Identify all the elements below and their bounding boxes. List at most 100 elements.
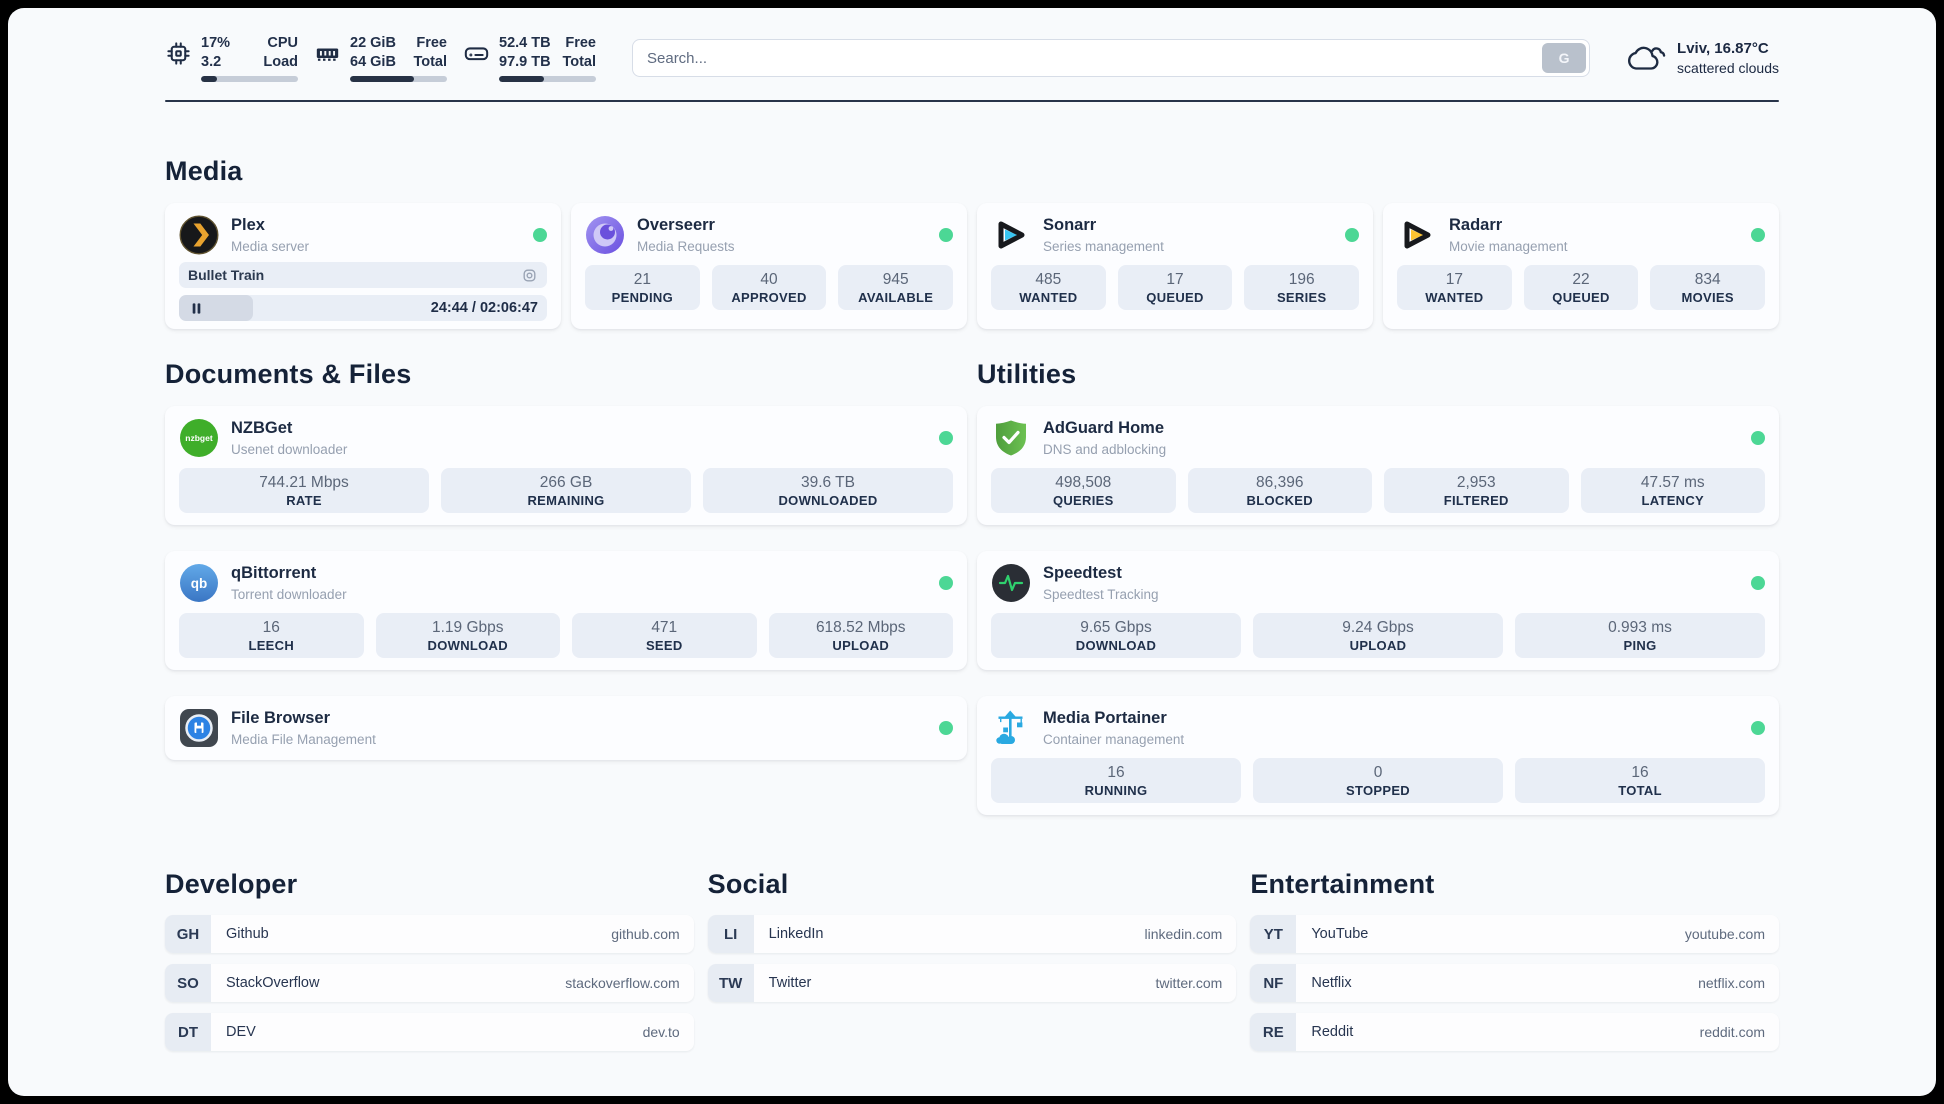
section-social: Social LI LinkedIn linkedin.com TW Twitt… [707, 869, 1237, 1062]
bookmark-linkedin[interactable]: LI LinkedIn linkedin.com [707, 915, 1237, 953]
bookmark-dev[interactable]: DT DEV dev.to [165, 1013, 694, 1051]
section-media: Media Plex Media server Bullet Train [165, 156, 1779, 329]
bookmark-name: LinkedIn [768, 926, 824, 942]
bookmark-url: github.com [611, 926, 680, 942]
now-playing-row: Bullet Train [179, 262, 547, 288]
bookmark-name: DEV [226, 1024, 256, 1040]
bookmark-url: dev.to [642, 1024, 680, 1040]
bookmark-netflix[interactable]: NF Netflix netflix.com [1250, 964, 1780, 1002]
top-bar: 17% 3.2 CPU Load [165, 34, 1779, 82]
app-desc: Media File Management [231, 731, 376, 747]
status-dot [1751, 228, 1765, 242]
bookmark-abbr: NF [1250, 964, 1297, 1002]
bookmark-reddit[interactable]: RE Reddit reddit.com [1250, 1013, 1780, 1051]
playback-progress-bar: 24:44 / 02:06:47 [179, 295, 547, 321]
stat-filtered: 2,953 FILTERED [1384, 468, 1569, 513]
disk-icon [463, 34, 490, 67]
weather-widget: Lviv, 16.87°C scattered clouds [1626, 39, 1779, 77]
bookmark-github[interactable]: GH Github github.com [165, 915, 694, 953]
stat-download: 1.19 Gbps DOWNLOAD [375, 613, 560, 658]
overseerr-icon [585, 215, 625, 255]
nzbget-icon: nzbget [179, 418, 219, 458]
search-input[interactable] [632, 39, 1591, 77]
svg-text:nzbget: nzbget [185, 433, 213, 443]
app-card-speedtest[interactable]: Speedtest Speedtest Tracking 9.65 Gbps D… [977, 551, 1779, 670]
app-desc: Media Requests [637, 238, 735, 254]
status-dot [939, 431, 953, 445]
search-engine-button[interactable]: G [1542, 43, 1587, 73]
app-desc: DNS and adblocking [1043, 441, 1167, 457]
portainer-icon [991, 708, 1031, 748]
section-developer: Developer GH Github github.com SO StackO… [165, 869, 694, 1062]
speedtest-icon [991, 563, 1031, 603]
app-card-plex[interactable]: Plex Media server Bullet Train [165, 203, 561, 329]
filebrowser-icon [179, 708, 219, 748]
bookmark-name: Netflix [1311, 975, 1352, 991]
app-desc: Usenet downloader [231, 441, 348, 457]
cpu-usage-bar [201, 75, 298, 82]
dashboard-page: 17% 3.2 CPU Load [8, 8, 1936, 1096]
stat-approved: 40 APPROVED [711, 265, 827, 310]
pause-icon[interactable] [188, 300, 205, 317]
app-name: Radarr [1449, 216, 1503, 235]
stat-ping: 0.993 ms PING [1515, 613, 1765, 658]
status-dot [1751, 431, 1765, 445]
app-card-qbittorrent[interactable]: qb qBittorrent Torrent downloader 16 LEE… [165, 551, 967, 670]
cpu-widget: 17% 3.2 CPU Load [165, 34, 298, 82]
playback-time: 24:44 / 02:06:47 [430, 300, 538, 316]
media-section-title: Media [165, 156, 243, 186]
app-desc: Media server [231, 238, 310, 254]
app-name: NZBGet [231, 419, 293, 438]
disk-labels: Free Total [562, 35, 596, 70]
status-dot [1751, 576, 1765, 590]
system-metrics: 17% 3.2 CPU Load [165, 34, 596, 82]
session-camera-icon[interactable] [521, 267, 538, 284]
bookmark-youtube[interactable]: YT YouTube youtube.com [1250, 915, 1780, 953]
disk-widget: 52.4 TB 97.9 TB Free Total [463, 34, 596, 82]
bookmark-name: Reddit [1311, 1024, 1354, 1040]
now-playing-title: Bullet Train [188, 267, 265, 283]
stat-downloaded: 39.6 TB DOWNLOADED [703, 468, 953, 513]
cloud-icon [1626, 42, 1666, 75]
app-card-portainer[interactable]: Media Portainer Container management 16 … [977, 696, 1779, 815]
ram-icon [314, 34, 341, 67]
app-desc: Speedtest Tracking [1043, 586, 1159, 602]
disk-values: 52.4 TB 97.9 TB [499, 35, 551, 70]
app-card-nzbget[interactable]: nzbget NZBGet Usenet downloader 744.21 M… [165, 406, 967, 525]
app-card-sonarr[interactable]: Sonarr Series management 485 WANTED 17 Q… [977, 203, 1373, 329]
bookmark-url: youtube.com [1684, 926, 1766, 942]
bookmark-stackoverflow[interactable]: SO StackOverflow stackoverflow.com [165, 964, 694, 1002]
developer-section-title: Developer [165, 869, 298, 899]
bookmark-name: YouTube [1311, 926, 1369, 942]
app-desc: Series management [1043, 238, 1164, 254]
stat-blocked: 86,396 BLOCKED [1187, 468, 1372, 513]
status-dot [1751, 721, 1765, 735]
weather-location-temp: Lviv, 16.87°C [1677, 40, 1769, 58]
bookmark-name: Github [226, 926, 269, 942]
app-card-radarr[interactable]: Radarr Movie management 17 WANTED 22 QUE… [1383, 203, 1779, 329]
bookmark-abbr: YT [1250, 915, 1297, 953]
memory-usage-bar [350, 75, 447, 82]
app-desc: Container management [1043, 731, 1185, 747]
stat-latency: 47.57 ms LATENCY [1580, 468, 1765, 513]
plex-icon [179, 215, 219, 255]
status-dot [533, 228, 547, 242]
bookmark-url: twitter.com [1155, 975, 1223, 991]
bookmark-abbr: GH [165, 915, 211, 953]
weather-condition: scattered clouds [1677, 59, 1779, 76]
bookmark-twitter[interactable]: TW Twitter twitter.com [707, 964, 1237, 1002]
stat-upload: 9.24 Gbps UPLOAD [1253, 613, 1503, 658]
stat-wanted: 485 WANTED [991, 265, 1106, 310]
svg-text:qb: qb [191, 576, 208, 591]
stat-series: 196 SERIES [1244, 265, 1360, 310]
app-name: qBittorrent [231, 564, 317, 583]
stat-available: 945 AVAILABLE [838, 265, 954, 310]
social-section-title: Social [707, 869, 789, 899]
app-card-filebrowser[interactable]: File Browser Media File Management [165, 696, 967, 760]
app-card-overseerr[interactable]: Overseerr Media Requests 21 PENDING 40 A… [571, 203, 967, 329]
stat-upload: 618.52 Mbps UPLOAD [768, 613, 953, 658]
bookmark-abbr: RE [1250, 1013, 1297, 1051]
app-card-adguard[interactable]: AdGuard Home DNS and adblocking 498,508 … [977, 406, 1779, 525]
qbittorrent-icon: qb [179, 563, 219, 603]
stat-movies: 834 MOVIES [1650, 265, 1766, 310]
